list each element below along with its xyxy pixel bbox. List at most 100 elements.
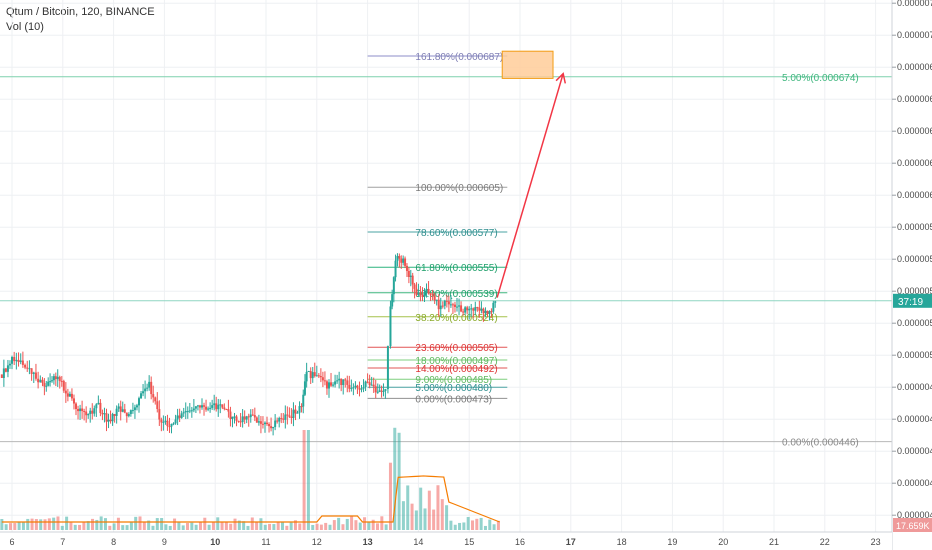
candle-body — [115, 408, 118, 416]
candle-body — [268, 424, 271, 427]
volume-bar — [155, 518, 159, 530]
volume-bar — [229, 523, 233, 530]
candle-body — [13, 356, 16, 362]
candle-body — [123, 409, 126, 413]
candle-body — [79, 408, 82, 412]
candle-body — [382, 390, 385, 392]
candle-body — [75, 403, 78, 410]
candle-body — [453, 304, 456, 307]
candle-body — [77, 409, 80, 412]
volume-bar — [479, 517, 483, 530]
candle-body — [200, 405, 203, 408]
candle-body — [192, 408, 195, 411]
candle-body — [398, 256, 401, 259]
candle-body — [300, 406, 303, 408]
candle-body — [170, 423, 173, 427]
candle-body — [39, 379, 42, 383]
candle-body — [43, 382, 46, 387]
candle-body — [2, 368, 5, 378]
candle-body — [32, 372, 35, 374]
candle-body — [307, 371, 310, 373]
volume-bar — [65, 516, 69, 530]
candle-body — [180, 413, 183, 418]
candle-body — [413, 284, 416, 289]
candle-body — [158, 409, 161, 420]
volume-bar — [449, 520, 453, 530]
candle-body — [245, 416, 248, 420]
time-tick-label: 13 — [363, 537, 373, 547]
candle-body — [342, 379, 345, 386]
candle-body — [99, 402, 102, 413]
candle-body — [227, 409, 230, 412]
volume-bar — [203, 517, 207, 530]
candle-body — [272, 427, 275, 429]
candle-body — [119, 406, 122, 412]
candle-body — [107, 419, 110, 422]
volume-bar — [427, 490, 431, 530]
candle-body — [404, 258, 407, 266]
price-tick-label: 0.00000460 — [897, 414, 932, 424]
candle-body — [194, 406, 197, 409]
candle-body — [184, 411, 187, 413]
candle-body — [30, 368, 33, 374]
candle-body — [288, 415, 291, 417]
candle-body — [211, 405, 214, 408]
volume-bar — [47, 518, 51, 530]
volume-bar — [103, 518, 107, 530]
time-tick-label: 8 — [111, 537, 116, 547]
candle-body — [488, 311, 491, 314]
candle-body — [148, 381, 151, 388]
candle-body — [486, 310, 489, 314]
volume-bar — [30, 518, 34, 530]
volume-bar — [393, 427, 397, 530]
volume-bar — [376, 523, 380, 530]
volume-bar — [134, 516, 138, 530]
candle-body — [447, 301, 450, 305]
volume-bar — [363, 517, 367, 530]
volume-bar — [56, 516, 60, 530]
volume-bar — [168, 525, 172, 530]
volume-bar — [328, 524, 332, 530]
candle-body — [257, 421, 260, 423]
volume-bar — [496, 520, 500, 530]
candle-body — [205, 406, 208, 410]
candle-body — [144, 388, 147, 392]
volume-bar — [388, 462, 392, 530]
candle-body — [311, 372, 314, 379]
candle-body — [231, 416, 234, 419]
candle-body — [325, 381, 328, 389]
volume-bar — [259, 518, 263, 530]
current-price-badge — [893, 293, 932, 308]
candle-body — [372, 384, 375, 387]
candle-body — [417, 292, 420, 295]
volume-bar — [39, 519, 43, 530]
candle-body — [188, 410, 191, 412]
volume-bar — [250, 517, 254, 530]
candle-body — [209, 407, 212, 409]
volume-bar — [211, 522, 215, 530]
candle-body — [223, 407, 226, 410]
candle-body — [394, 260, 397, 278]
time-tick-label: 20 — [718, 537, 728, 547]
fib-retracement-label: 61.80%(0.000555) — [415, 263, 497, 274]
volume-bar — [34, 519, 38, 530]
candle-body — [462, 311, 465, 313]
candle-body — [364, 381, 367, 388]
candle-body — [97, 402, 100, 405]
fib-retracement-label: 50.00%(0.000539) — [415, 289, 497, 300]
price-tick-label: 0.00000720 — [897, 0, 932, 8]
candle-body — [464, 307, 467, 313]
volume-bar — [0, 519, 4, 530]
candle-body — [350, 387, 353, 389]
candle-body — [6, 365, 9, 372]
volume-bar — [8, 523, 12, 530]
projection-arrow — [496, 73, 564, 298]
symbol-title: Qtum / Bitcoin, 120, BINANCE — [6, 6, 155, 18]
volume-bar — [483, 525, 487, 530]
candle-body — [125, 412, 128, 417]
candle-body — [215, 403, 218, 410]
price-tick-label: 0.00000660 — [897, 94, 932, 104]
candlesticks — [0, 253, 497, 436]
volume-bar — [116, 517, 120, 530]
